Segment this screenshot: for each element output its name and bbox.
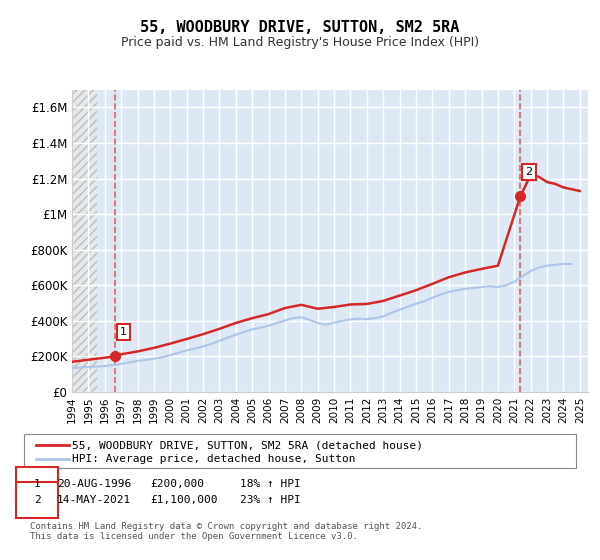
Text: 1: 1 [34, 479, 41, 489]
Text: 55, WOODBURY DRIVE, SUTTON, SM2 5RA: 55, WOODBURY DRIVE, SUTTON, SM2 5RA [140, 20, 460, 35]
Text: 18% ↑ HPI: 18% ↑ HPI [240, 479, 301, 489]
Text: 2: 2 [34, 494, 41, 505]
Text: 55, WOODBURY DRIVE, SUTTON, SM2 5RA (detached house): 55, WOODBURY DRIVE, SUTTON, SM2 5RA (det… [72, 440, 423, 450]
Text: 20-AUG-1996: 20-AUG-1996 [57, 479, 131, 489]
Text: 14-MAY-2021: 14-MAY-2021 [57, 494, 131, 505]
Text: Price paid vs. HM Land Registry's House Price Index (HPI): Price paid vs. HM Land Registry's House … [121, 36, 479, 49]
Text: 23% ↑ HPI: 23% ↑ HPI [240, 494, 301, 505]
Text: Contains HM Land Registry data © Crown copyright and database right 2024.
This d: Contains HM Land Registry data © Crown c… [30, 522, 422, 542]
Text: £200,000: £200,000 [150, 479, 204, 489]
Text: HPI: Average price, detached house, Sutton: HPI: Average price, detached house, Sutt… [72, 454, 355, 464]
Text: 1: 1 [120, 327, 127, 337]
Text: 2: 2 [525, 167, 532, 177]
Bar [72, 90, 97, 392]
Text: £1,100,000: £1,100,000 [150, 494, 218, 505]
